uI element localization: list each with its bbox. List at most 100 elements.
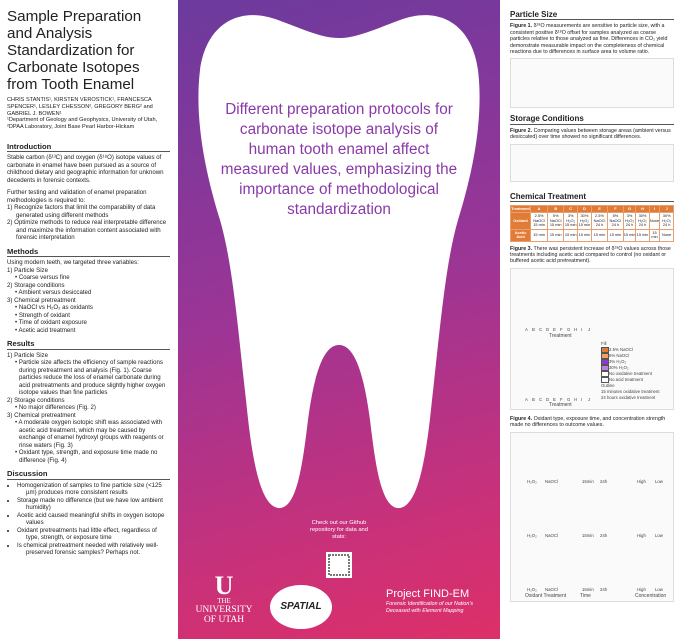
text-block: THE (217, 597, 231, 605)
x-tick-label: Low (655, 532, 663, 538)
table-cell: F (607, 205, 624, 214)
table-cell: 15 min (635, 228, 650, 242)
list-item: 3) Chemical pretreatment (7, 296, 76, 304)
qr-code (326, 552, 352, 578)
table-cell: 15 min (576, 228, 592, 242)
table-cell: 30% H₂O₂ 24 h (659, 212, 674, 230)
x-tick-label: NaOCl (545, 586, 558, 592)
right-column: Particle Size Figure 1. δ¹⁸O measurement… (504, 0, 680, 639)
authors: CHRIS STANTIS¹, KIRSTEN VEROSTICK¹, FRAN… (7, 97, 170, 131)
x-tick-label: C (539, 326, 543, 332)
list-item: Homogenization of samples to fine partic… (17, 482, 170, 497)
list-item: • Acetic acid treatment (15, 326, 76, 334)
text-block: 1) Particle Size • Coarse versus fine 2) S… (7, 267, 170, 335)
legend-swatch (601, 370, 609, 377)
table-cell: None (648, 212, 661, 230)
table-cell: H (635, 205, 650, 214)
table-cell: 15 min (563, 228, 578, 242)
x-tick-label: NaOCl (545, 478, 558, 484)
x-tick-label: 15min (582, 532, 594, 538)
x-tick-label: J (588, 396, 591, 402)
text-block: Oxidant type, exposure time, and concent… (510, 415, 666, 429)
table-cell: D (576, 205, 592, 214)
x-tick-label: D (546, 396, 550, 402)
text-block: U (214, 571, 234, 600)
legend-entry: 30% H₂O₂ (609, 364, 629, 370)
figure-3-panel: A A B B C C D D E E F F G G H H I I J J Treatment Treatment Fi… (510, 267, 674, 410)
list-item: 1) Recognize factors that limit the comp… (7, 204, 156, 219)
text-block: CHRIS STANTIS¹, KIRSTEN VEROSTICK¹, FRAN… (7, 97, 153, 117)
x-axis-label: Oxidant Treatment (525, 592, 567, 599)
table-cell: 5% NaOCl 24 h (607, 212, 624, 230)
list-item: • Strength of oxidant (15, 311, 70, 319)
table-row: Oxidant 2.5% NaOCl 15 min 5% NaOCl 15 min 3… (509, 212, 674, 230)
legend-entry: 24 hours oxidative treatment (601, 394, 656, 400)
list-item: • No major differences (Fig. 2) (15, 404, 96, 412)
text-block: Figure 1. δ¹⁸O measurements are sensitiv… (510, 23, 674, 55)
text-block: Further testing and validation of enamel… (7, 189, 147, 204)
list-item: 2) Storage conditions (7, 281, 65, 289)
table-row: Treatment A B C D E F G H I J (509, 205, 674, 214)
x-tick-label: I (581, 326, 583, 332)
legend-entry: Outline (601, 382, 615, 388)
text-block: Figure 2. (510, 127, 533, 134)
x-tick-label: High (637, 532, 646, 538)
text-block: Figure 3. There was persistent increase … (510, 246, 674, 265)
x-tick-label: A (525, 396, 528, 402)
table-cell: Oxidant (509, 212, 532, 230)
list-item: • Particle size affects the efficiency o… (15, 359, 166, 397)
x-tick-label: NaOCl (545, 532, 558, 538)
tooth-graphic (198, 15, 480, 578)
text-block: Figure 4. Oxidant type, exposure time, a… (510, 416, 674, 429)
section-heading: Discussion (7, 470, 170, 480)
text-block: Homogenization of samples to fine partic… (7, 482, 170, 557)
section-heading: Introduction (7, 143, 170, 153)
text-block: 1) Recognize factors that limit the comp… (7, 204, 170, 242)
tooth (198, 15, 480, 509)
x-tick-label: B (532, 396, 535, 402)
legend-entry: 15 minutes oxidative treatment (601, 388, 660, 394)
text-block: δ¹⁸O measurements are sensitive to parti… (510, 23, 668, 56)
list-item: Is chemical pretreatment needed with rel… (17, 542, 170, 557)
x-tick-label: F (560, 326, 563, 332)
x-tick-label: 24h (600, 586, 608, 592)
text-block: Figure 4. (510, 415, 533, 422)
legend-entry: Fill (601, 340, 607, 346)
x-axis-label: Time (580, 592, 591, 599)
legend-entry: 3% H₂O₂ (609, 358, 627, 364)
x-tick-label: H₂O₂ (527, 478, 537, 484)
text-block: SPATIAL (280, 601, 322, 612)
x-tick-label: Low (655, 586, 663, 592)
qr-pattern (328, 554, 350, 576)
text-block: Figure 2. Comparing values between stora… (510, 128, 674, 141)
x-tick-label: H₂O₂ (527, 532, 537, 538)
table-cell: Treatment (509, 205, 532, 214)
figure-4-panel: H₂O₂ NaOCl H₂O₂ NaOCl H₂O₂ NaOCl Oxidant Treat… (510, 431, 674, 602)
table-cell: 15 min (648, 228, 661, 242)
legend-entry: No acid treatment (609, 376, 643, 382)
text-block: ¹Department of Geology and Geophysics, U… (7, 117, 158, 131)
x-tick-label: F (560, 396, 563, 402)
x-tick-label: I (581, 396, 583, 402)
table-cell: G (622, 205, 637, 214)
legend-swatch (601, 352, 609, 359)
spatial-logo: SPATIAL (270, 585, 332, 629)
x-tick-label: 24h (600, 532, 608, 538)
table-cell: J (659, 205, 674, 214)
key-message: Different preparation protocols for carb… (220, 101, 458, 218)
list-item: Oxidant pretreatments had little effect,… (17, 527, 170, 542)
x-tick-label: 15min (582, 478, 594, 484)
table-cell: Acetic Acid (509, 228, 532, 242)
list-item: 3) Chemical pretreatment (7, 411, 76, 419)
x-tick-label: High (637, 478, 646, 484)
utah-logo: U THE UNIVERSITY OF UTAH (184, 571, 264, 626)
table-cell: 30% H₂O₂ 15 min (576, 212, 592, 230)
table-row: Acetic Acid 15 min 15 min 15 min 15 min 15 mi… (509, 228, 674, 242)
list-item: 1) Particle Size (7, 351, 48, 359)
x-tick-label: D (546, 326, 550, 332)
table-cell: 30% H₂O₂ 24 h (635, 212, 650, 230)
table-cell: 5% NaOCl 15 min (547, 212, 565, 230)
x-tick-label: High (637, 586, 646, 592)
x-tick-label: G (567, 396, 571, 402)
x-axis-label: Treatment (549, 401, 572, 408)
